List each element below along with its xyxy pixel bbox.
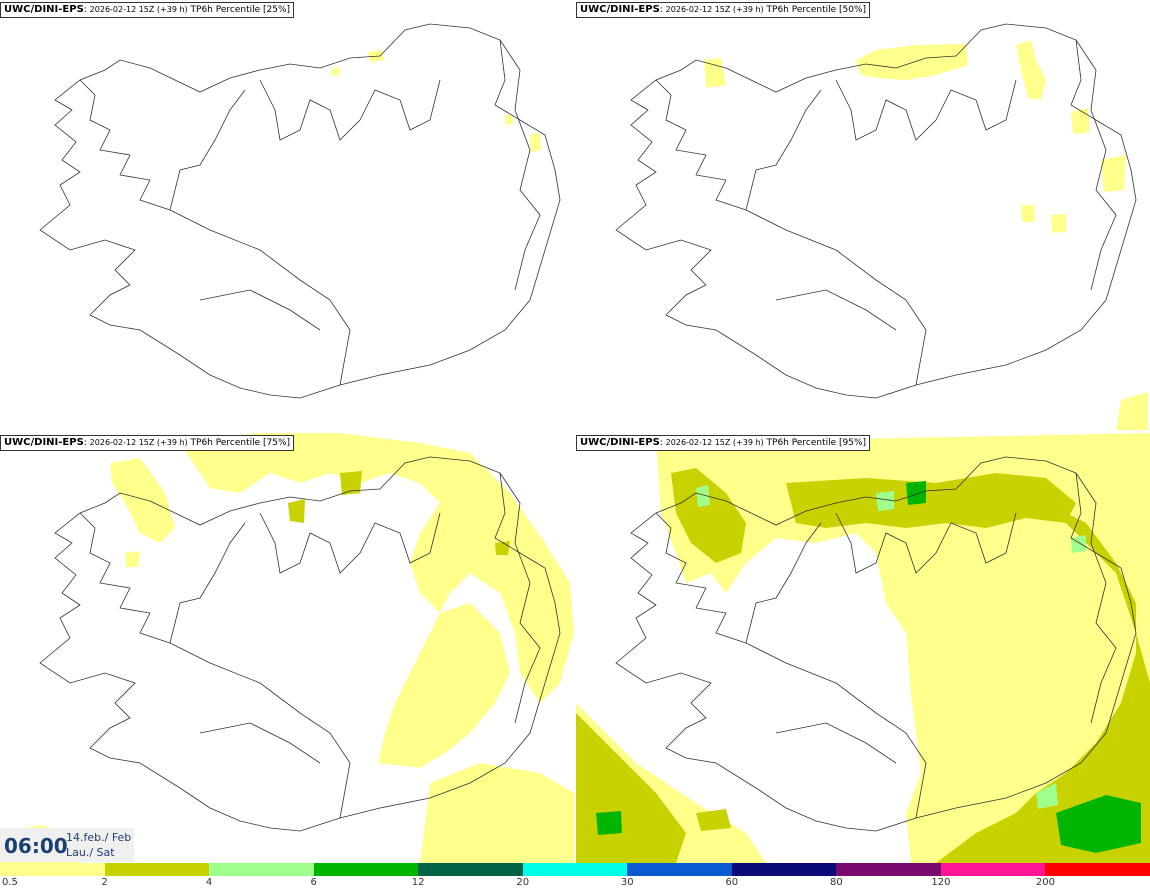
map-p50 xyxy=(615,23,1148,430)
colorbar-segment xyxy=(104,863,210,876)
colorbar-tick-label: 0.5 xyxy=(2,877,18,888)
colorbar-segment xyxy=(1045,863,1150,876)
model-name: UWC/DINI-EPS xyxy=(4,4,84,15)
colorbar-ticks: 0.5 2 4 6 12 20 30 60 80 120 200 xyxy=(0,876,1150,890)
iceland-coastline xyxy=(39,23,561,399)
panel-p25: UWC/DINI-EPS: 2026-02-12 15Z (+39 h) TP6… xyxy=(0,0,574,430)
colorbar-tick-label: 30 xyxy=(620,877,634,888)
panel-title: UWC/DINI-EPS: 2026-02-12 15Z (+39 h) TP6… xyxy=(576,2,871,18)
model-name: UWC/DINI-EPS xyxy=(580,4,660,15)
precip-colorbar xyxy=(0,863,1150,876)
panel-p75: UWC/DINI-EPS: 2026-02-12 15Z (+39 h) TP6… xyxy=(0,433,574,863)
parameter-label: TP6h Percentile [95%] xyxy=(766,438,867,448)
model-name: UWC/DINI-EPS xyxy=(4,437,84,448)
colorbar-segment xyxy=(0,863,105,876)
colorbar-tick-label: 20 xyxy=(516,877,530,888)
colorbar-segment xyxy=(522,863,628,876)
colorbar-segment xyxy=(627,863,732,876)
valid-time-box: 06:00 14.feb./ Feb Lau./ Sat xyxy=(0,828,134,862)
colorbar-segment xyxy=(313,863,419,876)
colorbar-segment xyxy=(418,863,523,876)
precip-areas xyxy=(704,40,1148,430)
run-time: 2026-02-12 15Z (+39 h) xyxy=(665,438,764,447)
precip-areas xyxy=(331,50,541,152)
panel-p95: UWC/DINI-EPS: 2026-02-12 15Z (+39 h) TP6… xyxy=(576,433,1150,863)
colorbar-tick-label: 60 xyxy=(725,877,739,888)
run-time: 2026-02-12 15Z (+39 h) xyxy=(665,5,764,14)
parameter-label: TP6h Percentile [25%] xyxy=(190,5,291,15)
panel-title: UWC/DINI-EPS: 2026-02-12 15Z (+39 h) TP6… xyxy=(0,2,295,18)
colorbar-segment xyxy=(731,863,837,876)
colorbar-tick-label: 2 xyxy=(101,877,108,888)
valid-date-line-2: Lau./ Sat xyxy=(66,846,115,859)
map-p75 xyxy=(0,433,574,863)
colorbar-tick-label: 6 xyxy=(310,877,317,888)
panel-title: UWC/DINI-EPS: 2026-02-12 15Z (+39 h) TP6… xyxy=(0,435,295,451)
map-p25 xyxy=(39,23,561,399)
parameter-label: TP6h Percentile [75%] xyxy=(190,438,291,448)
colorbar-segment xyxy=(940,863,1046,876)
iceland-coastline xyxy=(39,456,561,832)
panel-title: UWC/DINI-EPS: 2026-02-12 15Z (+39 h) TP6… xyxy=(576,435,871,451)
colorbar-tick-label: 80 xyxy=(829,877,843,888)
iceland-coastline xyxy=(615,23,1137,399)
colorbar-tick-label: 12 xyxy=(411,877,425,888)
map-p95 xyxy=(576,433,1150,863)
colorbar-tick-label: 4 xyxy=(205,877,213,888)
colorbar-tick-label: 200 xyxy=(1035,877,1055,888)
valid-time: 06:00 xyxy=(4,834,68,858)
precip-areas xyxy=(576,433,1150,863)
panel-p50: UWC/DINI-EPS: 2026-02-12 15Z (+39 h) TP6… xyxy=(576,0,1150,430)
model-name: UWC/DINI-EPS xyxy=(580,437,660,448)
valid-date-line-1: 14.feb./ Feb xyxy=(66,831,132,844)
parameter-label: TP6h Percentile [50%] xyxy=(766,5,867,15)
colorbar-segment xyxy=(209,863,314,876)
run-time: 2026-02-12 15Z (+39 h) xyxy=(89,438,188,447)
colorbar-tick-label: 120 xyxy=(931,877,951,888)
run-time: 2026-02-12 15Z (+39 h) xyxy=(89,5,188,14)
iceland-coastline xyxy=(615,456,1137,832)
colorbar-segment xyxy=(836,863,941,876)
